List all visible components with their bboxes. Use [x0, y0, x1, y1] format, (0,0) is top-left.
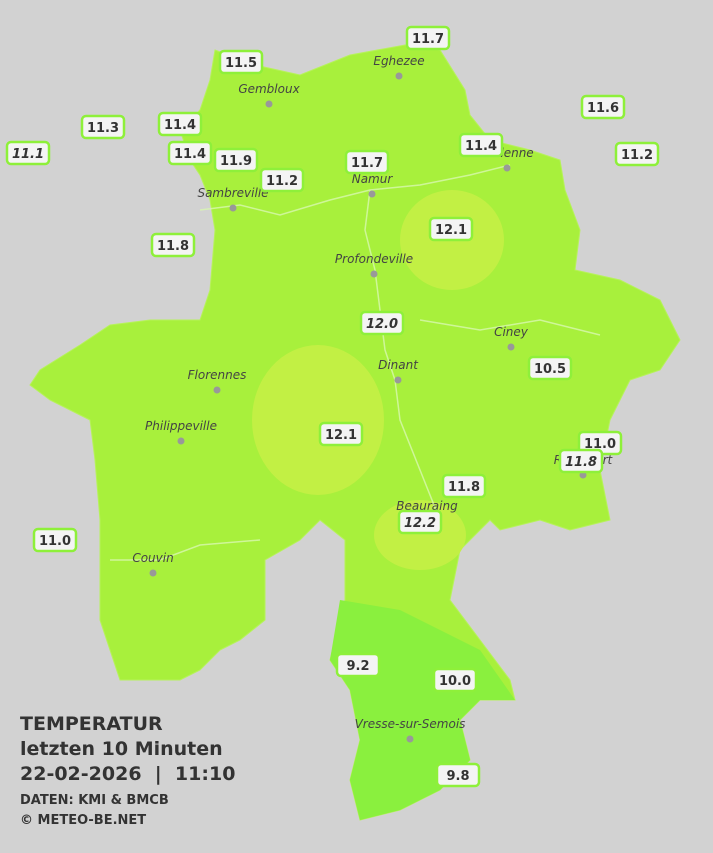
station-value: 12.1	[325, 428, 357, 443]
city-dot	[503, 164, 511, 172]
station-box	[157, 111, 203, 137]
station-value: 11.6	[587, 101, 619, 116]
station-value: 11.8	[565, 455, 597, 470]
station-box	[335, 652, 381, 678]
station-box	[580, 94, 626, 120]
station-value: 11.0	[39, 534, 71, 549]
city-dot	[406, 735, 414, 743]
city-dot	[229, 204, 237, 212]
station-value: 11.4	[164, 118, 196, 133]
header-text: © METEO-BE.NET	[20, 813, 146, 828]
city-label: Philippeville	[145, 419, 217, 433]
city-label: Gembloux	[238, 82, 300, 96]
station-box	[259, 167, 305, 193]
station-value: 11.8	[157, 239, 189, 254]
station-box	[150, 232, 196, 258]
station-box	[344, 149, 390, 175]
station-box	[218, 49, 264, 75]
station-value: 9.2	[346, 659, 369, 674]
station-box	[32, 527, 78, 553]
station-box	[80, 114, 126, 140]
city-dot	[213, 386, 221, 394]
warm-zone	[374, 500, 466, 570]
city-label: Dinant	[378, 358, 419, 372]
station-value: 11.2	[621, 148, 653, 163]
station-value: 11.2	[266, 174, 298, 189]
warm-zone	[252, 345, 384, 495]
station-value: 9.8	[446, 769, 469, 784]
city-label: Eghezee	[373, 54, 424, 68]
city-dot	[370, 270, 378, 278]
station-value: 11.0	[584, 437, 616, 452]
station-value: 11.3	[87, 121, 119, 136]
header-text: letzten 10 Minuten	[20, 738, 223, 760]
station-box	[428, 216, 474, 242]
header-text: DATEN: KMI & BMCB	[20, 793, 169, 808]
station-box	[432, 667, 478, 693]
city-dot	[395, 72, 403, 80]
city-label: Namur	[352, 172, 394, 186]
station-value: 12.0	[366, 317, 398, 332]
city-label: Couvin	[132, 551, 173, 565]
city-dot	[149, 569, 157, 577]
station-box	[5, 140, 51, 166]
station-value: 11.7	[412, 32, 444, 47]
station-value: 11.1	[12, 147, 44, 162]
station-box	[458, 132, 504, 158]
station-box	[359, 310, 405, 336]
city-dot	[507, 343, 515, 351]
city-dot	[394, 376, 402, 384]
station-value: 11.9	[220, 154, 252, 169]
station-value: 11.8	[448, 480, 480, 495]
station-value: 10.0	[439, 674, 471, 689]
city-dot	[265, 100, 273, 108]
station-box	[167, 140, 213, 166]
station-box	[213, 147, 259, 173]
city-dot	[368, 190, 376, 198]
header-text: TEMPERATUR	[20, 713, 163, 735]
station-box	[435, 762, 481, 788]
city-label: Vresse-sur-Semois	[355, 717, 466, 731]
rivers	[110, 164, 601, 561]
station-box	[405, 25, 451, 51]
city-dot	[177, 437, 185, 445]
station-box	[397, 509, 443, 535]
city-label: Ciney	[494, 325, 529, 339]
header-text: 22-02-2026 | 11:10	[20, 763, 235, 785]
station-box	[614, 141, 660, 167]
city-label: Florennes	[188, 368, 247, 382]
station-value: 11.4	[465, 139, 497, 154]
station-value: 11.5	[225, 56, 257, 71]
station-box	[558, 448, 604, 474]
station-value: 12.1	[435, 223, 467, 238]
city-label: Beauraing	[396, 499, 458, 513]
city-label: Sambreville	[197, 186, 268, 200]
station-box	[527, 355, 573, 381]
station-value: 12.2	[404, 516, 436, 531]
station-value: 11.7	[351, 156, 383, 171]
station-box	[318, 421, 364, 447]
city-label: Profondeville	[335, 252, 413, 266]
station-value: 10.5	[534, 362, 566, 377]
station-value: 11.4	[174, 147, 206, 162]
station-box	[441, 473, 487, 499]
